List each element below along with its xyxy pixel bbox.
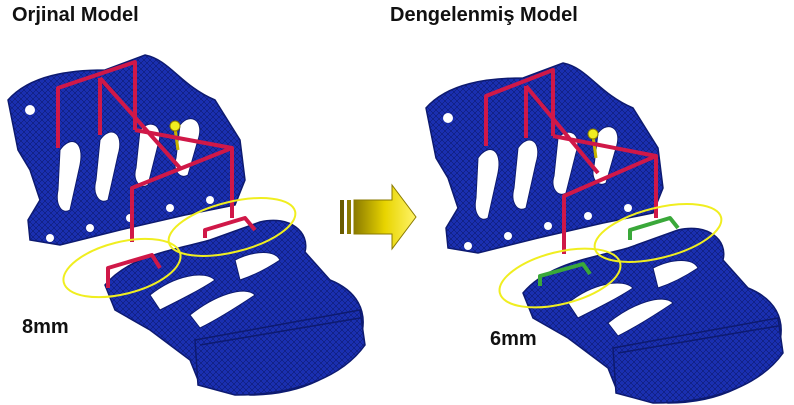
right-highlight-ellipse-lower xyxy=(498,247,622,309)
left-title: Orjinal Model xyxy=(12,4,139,26)
left-support-frame xyxy=(56,60,257,288)
right-arrow-icon xyxy=(340,183,417,251)
right-support-frame xyxy=(484,68,658,254)
right-highlight-ellipse-upper xyxy=(593,203,723,263)
right-title: Dengelenmiş Model xyxy=(390,4,578,26)
left-dimension-label: 8mm xyxy=(22,316,69,338)
original-model xyxy=(6,53,367,397)
right-green-brackets xyxy=(538,216,680,286)
left-highlight-ellipse-upper xyxy=(167,197,297,257)
balanced-model xyxy=(424,61,785,405)
right-dimension-label: 6mm xyxy=(490,328,537,350)
